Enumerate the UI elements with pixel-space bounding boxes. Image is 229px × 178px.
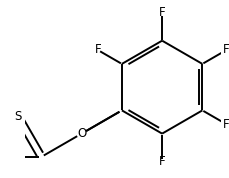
- Text: F: F: [222, 43, 229, 56]
- Text: S: S: [14, 110, 22, 123]
- Text: F: F: [222, 118, 229, 131]
- Text: F: F: [158, 6, 165, 19]
- Text: F: F: [158, 155, 165, 168]
- Text: F: F: [94, 43, 101, 56]
- Text: Cl: Cl: [0, 150, 1, 163]
- Text: O: O: [77, 127, 86, 140]
